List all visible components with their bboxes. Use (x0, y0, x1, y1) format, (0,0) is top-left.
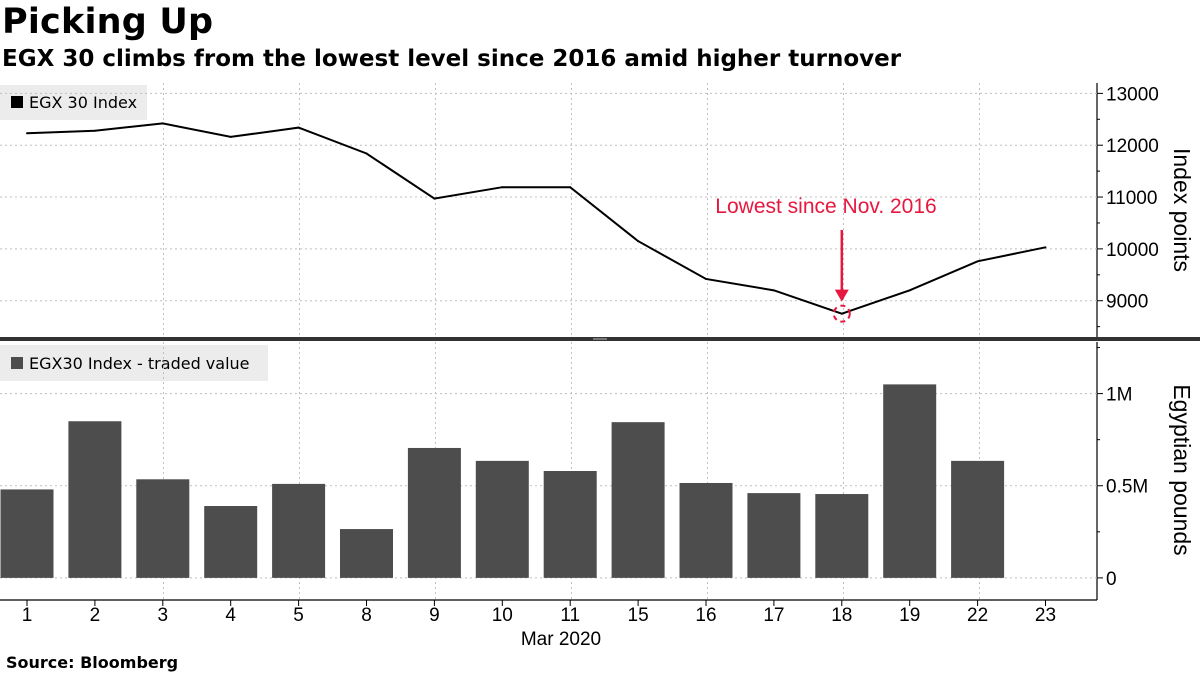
bar-11 (543, 471, 597, 578)
index-point-22 (976, 260, 979, 263)
bar-17 (747, 493, 801, 578)
x-tick-label-5: 5 (293, 605, 304, 626)
annotation-label: Lowest since Nov. 2016 (715, 195, 936, 218)
bar-1 (0, 489, 54, 578)
bar-5 (272, 483, 326, 578)
bar-10 (475, 460, 529, 578)
x-tick-label-1: 1 (22, 605, 33, 626)
x-tick-label-16: 16 (695, 605, 716, 626)
legend-box-index (0, 85, 147, 120)
x-tick-label-19: 19 (899, 605, 920, 626)
legend-label-turnover: EGX30 Index - traded value (29, 354, 250, 373)
bar-18 (815, 494, 869, 578)
turnover-y-axis-label: Egyptian pounds (1169, 384, 1195, 555)
x-tick-label-3: 3 (158, 605, 169, 626)
x-tick-label-9: 9 (429, 605, 440, 626)
x-tick-label-11: 11 (560, 605, 580, 626)
annotation-circle (832, 304, 851, 323)
bar-2 (68, 421, 122, 578)
index-y-tick-label: 10000 (1106, 240, 1159, 261)
bar-9 (407, 447, 461, 578)
index-y-tick-label: 9000 (1106, 292, 1148, 313)
bar-19 (883, 384, 937, 578)
turnover-y-tick-label: 0.5M (1106, 477, 1148, 498)
annotation-arrow-head (834, 289, 849, 302)
chart-subtitle: EGX 30 climbs from the lowest level sinc… (2, 46, 902, 72)
bar-22 (951, 460, 1005, 578)
marks-layer: 1 2 3 4 5 8 9 10 11 15 16 17 18 19 22 23 (0, 122, 1056, 626)
bar-8 (340, 529, 393, 578)
x-tick-label-2: 2 (90, 605, 101, 626)
legend-label-index: EGX 30 Index (29, 93, 137, 112)
index-point-16 (705, 277, 707, 280)
turnover-panel: EGX30 Index - traded value (0, 345, 268, 381)
index-point-9 (433, 197, 436, 200)
index-line (26, 122, 1046, 315)
bar-16 (679, 482, 733, 578)
x-tick-label-15: 15 (628, 605, 649, 626)
index-point-19 (908, 289, 911, 292)
legend-swatch-turnover (11, 357, 23, 369)
index-point-2 (93, 129, 96, 132)
bar-3 (136, 479, 190, 578)
index-point-18 (840, 312, 843, 315)
index-point-1 (26, 132, 28, 135)
turnover-y-tick-label: 1M (1106, 385, 1132, 406)
bar-15 (611, 422, 665, 578)
index-panel: EGX 30 Index (0, 85, 147, 120)
legend-box-turnover (0, 345, 268, 381)
index-point-5 (297, 126, 300, 129)
bar-4 (204, 506, 258, 578)
x-tick-label-10: 10 (492, 605, 513, 626)
index-point-10 (501, 186, 504, 189)
index-point-11 (569, 186, 572, 189)
index-point-3 (161, 122, 164, 125)
source-note: Source: Bloomberg (6, 653, 179, 672)
x-tick-label-23: 23 (1035, 605, 1056, 626)
turnover-y-tick-label: 0 (1106, 569, 1117, 590)
index-point-4 (229, 135, 232, 138)
index-point-23 (1044, 246, 1047, 249)
index-y-tick-label: 12000 (1106, 136, 1159, 157)
x-tick-label-22: 22 (967, 605, 988, 626)
index-point-15 (637, 240, 640, 243)
index-point-8 (365, 152, 368, 155)
chart-title: Picking Up (2, 2, 214, 42)
x-tick-label-8: 8 (361, 605, 372, 626)
x-axis-label: Mar 2020 (521, 629, 601, 650)
index-y-axis-label: Index points (1169, 148, 1195, 272)
x-tick-label-4: 4 (225, 605, 236, 626)
legend-swatch-index (11, 96, 23, 108)
index-y-tick-label: 11000 (1106, 188, 1157, 209)
x-tick-label-17: 17 (763, 605, 784, 626)
index-y-tick-label: 13000 (1106, 84, 1159, 105)
x-tick-label-18: 18 (831, 605, 852, 626)
index-point-17 (772, 289, 775, 292)
